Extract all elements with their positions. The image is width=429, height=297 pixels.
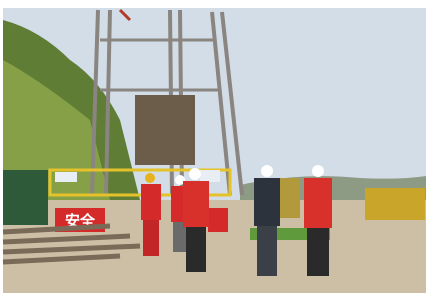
trousers (186, 227, 206, 272)
hard-hat (312, 165, 324, 177)
machinery (365, 188, 425, 220)
hard-hat (189, 168, 201, 180)
trousers (307, 228, 329, 276)
hard-hat (261, 165, 273, 177)
placard (200, 170, 220, 182)
jacket (254, 178, 280, 226)
scene: 安全 (3, 8, 426, 293)
person (141, 173, 161, 256)
safety-sign-right (208, 208, 228, 232)
hard-hat (145, 173, 155, 183)
jacket (304, 178, 332, 228)
rig-engine (135, 95, 195, 165)
jacket (183, 181, 209, 227)
placard (55, 172, 77, 182)
jacket (141, 184, 161, 220)
photo: 安全 (0, 0, 429, 297)
person (183, 168, 209, 272)
green-cover (3, 170, 48, 225)
person (254, 165, 280, 276)
trousers (257, 226, 277, 276)
person (304, 165, 332, 276)
trousers (143, 220, 159, 256)
